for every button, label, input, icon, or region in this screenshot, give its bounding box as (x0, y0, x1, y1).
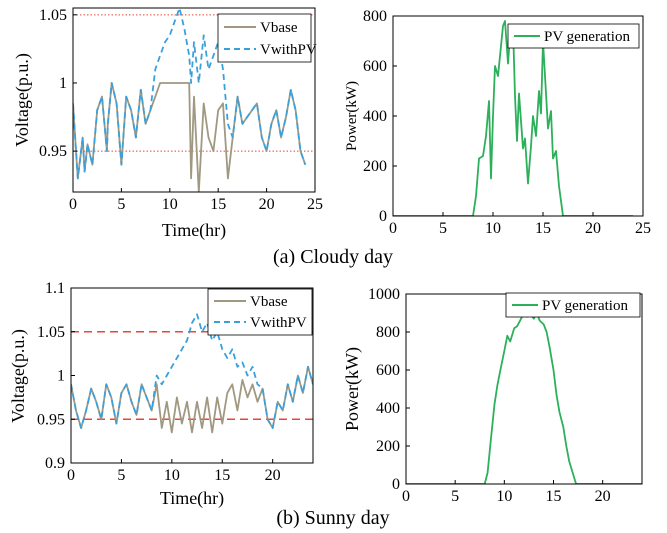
x-tick-label: 5 (117, 196, 125, 213)
plot-area (406, 294, 642, 484)
y-axis-label: Voltage(p.u.) (12, 53, 33, 147)
x-tick-label: 5 (439, 220, 447, 237)
y-tick-label: 0.95 (39, 143, 67, 160)
y-tick-label: 0 (392, 476, 400, 493)
y-tick-label: 200 (363, 158, 387, 175)
legend-label-vwithpv: VwithPV (250, 315, 307, 331)
y-tick-label: 400 (376, 400, 400, 417)
series-line-vwithpv (71, 313, 313, 429)
y-tick-label: 800 (376, 324, 400, 341)
y-tick-label: 0.9 (45, 455, 65, 472)
axes-box (72, 7, 316, 193)
legend-box (207, 288, 313, 336)
x-tick-label: 10 (485, 220, 501, 237)
legend-box (217, 13, 312, 63)
legend-label-vwithpv: VwithPV (260, 42, 317, 58)
y-tick-label: 600 (363, 58, 387, 75)
caption-sunny: (b) Sunny day (276, 507, 389, 529)
y-tick-label: 1.05 (39, 7, 67, 24)
series-line-pv-generation (393, 20, 633, 216)
x-tick-label: 0 (67, 467, 75, 484)
x-tick-label: 20 (595, 488, 611, 505)
sunny-pv-chart: 0 5 10 15 20 0 200 400 600 800 1000 Power(kW) PV … (342, 286, 643, 505)
x-tick-label: 20 (265, 467, 281, 484)
x-tick-label: 15 (210, 196, 226, 213)
legend-label-pv: PV generation (544, 29, 630, 45)
y-tick-label: 0.95 (37, 411, 65, 428)
x-axis-label: Time(hr) (160, 488, 224, 509)
x-tick-label: 25 (635, 220, 651, 237)
x-tick-label: 0 (389, 220, 397, 237)
y-axis-label: Voltage(p.u.) (8, 329, 29, 423)
legend: Vbase VwithPV (217, 13, 317, 63)
y-tick-label: 400 (363, 108, 387, 125)
x-tick-label: 15 (546, 488, 562, 505)
x-tick-label: 10 (496, 488, 512, 505)
y-tick-label: 200 (376, 438, 400, 455)
y-tick-label: 1 (57, 368, 65, 385)
series-line-vwithpv (73, 8, 307, 180)
y-tick-label: 0 (379, 208, 387, 225)
legend-label-pv: PV generation (542, 298, 628, 314)
legend: PV generation (505, 292, 641, 318)
x-tick-label: 0 (402, 488, 410, 505)
x-tick-label: 20 (585, 220, 601, 237)
sunny-voltage-chart: 0 5 10 15 20 0.9 0.95 1 1.05 1.1 Time(hr) Voltag… (8, 280, 314, 509)
y-tick-label: 1000 (368, 286, 400, 303)
cloudy-pv-chart: 0 5 10 15 20 25 0 200 400 600 800 Power(kW) PV ge… (344, 8, 651, 237)
x-tick-label: 5 (451, 488, 459, 505)
y-axis-label: Power(kW) (342, 347, 363, 431)
x-tick-label: 15 (214, 467, 230, 484)
y-tick-label: 1.1 (45, 280, 65, 297)
y-tick-label: 1.05 (37, 324, 65, 341)
y-axis-label: Power(kW) (344, 81, 360, 151)
x-tick-label: 15 (535, 220, 551, 237)
legend: PV generation (507, 23, 640, 49)
legend-label-vbase: Vbase (260, 20, 298, 36)
legend-label-vbase: Vbase (250, 294, 288, 310)
y-tick-label: 800 (363, 8, 387, 25)
x-tick-label: 20 (259, 196, 275, 213)
caption-cloudy: (a) Cloudy day (273, 246, 393, 268)
y-tick-label: 600 (376, 362, 400, 379)
x-tick-label: 10 (162, 196, 178, 213)
y-tick-label: 1 (59, 75, 67, 92)
x-tick-label: 0 (69, 196, 77, 213)
cloudy-voltage-chart: 0 5 10 15 20 25 0.95 1 1.05 Time(hr) Voltage(p.… (12, 7, 323, 241)
legend: Vbase VwithPV (207, 288, 313, 336)
x-tick-label: 5 (117, 467, 125, 484)
x-tick-label: 10 (164, 467, 180, 484)
x-axis-label: Time(hr) (162, 220, 226, 241)
x-tick-label: 25 (307, 196, 323, 213)
legend-box (505, 292, 641, 318)
